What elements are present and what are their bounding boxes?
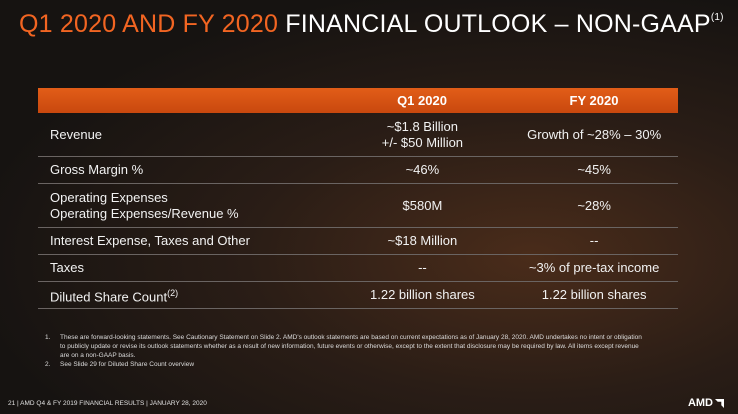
row-q1-value: ~$1.8 Billion: [386, 118, 458, 134]
table-row: Revenue ~$1.8 Billion +/- $50 Million Gro…: [38, 113, 678, 157]
row-q1-value: ~$18 Million: [387, 233, 458, 248]
footnote: 2. See Slide 29 for Diluted Share Count o…: [45, 361, 195, 368]
row-label: Diluted Share Count(2): [50, 287, 179, 305]
row-q1-value: +/- $50 Million: [381, 134, 464, 150]
header-q1: Q1 2020: [397, 93, 447, 108]
amd-logo: AMD: [688, 397, 724, 409]
row-q1-value: 1.22 billion shares: [370, 287, 475, 302]
row-q1-value: --: [418, 260, 427, 275]
row-fy-value: ~28%: [577, 197, 611, 213]
row-label: Taxes: [50, 260, 84, 275]
table-row: Interest Expense, Taxes and Other ~$18 M…: [38, 228, 678, 255]
title-footnote-ref: (1): [710, 12, 724, 23]
row-label: Revenue: [50, 126, 103, 142]
title-rest: FINANCIAL OUTLOOK – NON-GAAP: [285, 10, 711, 38]
table-row: Diluted Share Count(2) 1.22 billion shar…: [38, 282, 678, 309]
header-fy: FY 2020: [569, 93, 619, 108]
table-row: Taxes -- ~3% of pre-tax income: [38, 255, 678, 282]
row-fy-value: 1.22 billion shares: [541, 287, 647, 302]
row-label: Operating Expenses/Revenue %: [50, 205, 239, 221]
slide-footer: 21 | AMD Q4 & FY 2019 FINANCIAL RESULTS …: [8, 400, 207, 407]
footnotes: 1. These are forward-looking statements. …: [45, 333, 645, 369]
row-fy-value: --: [589, 233, 599, 248]
slide-title: Q1 2020 AND FY 2020 FINANCIAL OUTLOOK – …: [19, 10, 724, 39]
header-blank: [38, 88, 334, 113]
title-accent: Q1 2020 AND FY 2020: [19, 10, 279, 38]
table-header: Q1 2020 FY 2020: [38, 88, 678, 113]
amd-arrow-icon: [715, 398, 724, 408]
footnote-ref: (2): [167, 287, 179, 298]
row-q1-value: ~46%: [405, 162, 440, 177]
row-label: Operating Expenses: [50, 189, 168, 205]
outlook-table: Q1 2020 FY 2020 Revenue ~$1.8 Billion +/-…: [38, 88, 678, 309]
table-row: Operating Expenses Operating Expenses/Rev…: [38, 184, 678, 228]
row-fy-value: ~45%: [577, 162, 611, 177]
footnote: 1. These are forward-looking statements. …: [45, 334, 642, 359]
row-label: Interest Expense, Taxes and Other: [50, 233, 250, 248]
row-fy-value: ~3% of pre-tax income: [528, 260, 660, 275]
table-row: Gross Margin % ~46% ~45%: [38, 157, 678, 184]
row-fy-value: Growth of ~28% – 30%: [527, 126, 662, 142]
row-label: Gross Margin %: [50, 162, 144, 177]
row-q1-value: $580M: [402, 197, 443, 213]
